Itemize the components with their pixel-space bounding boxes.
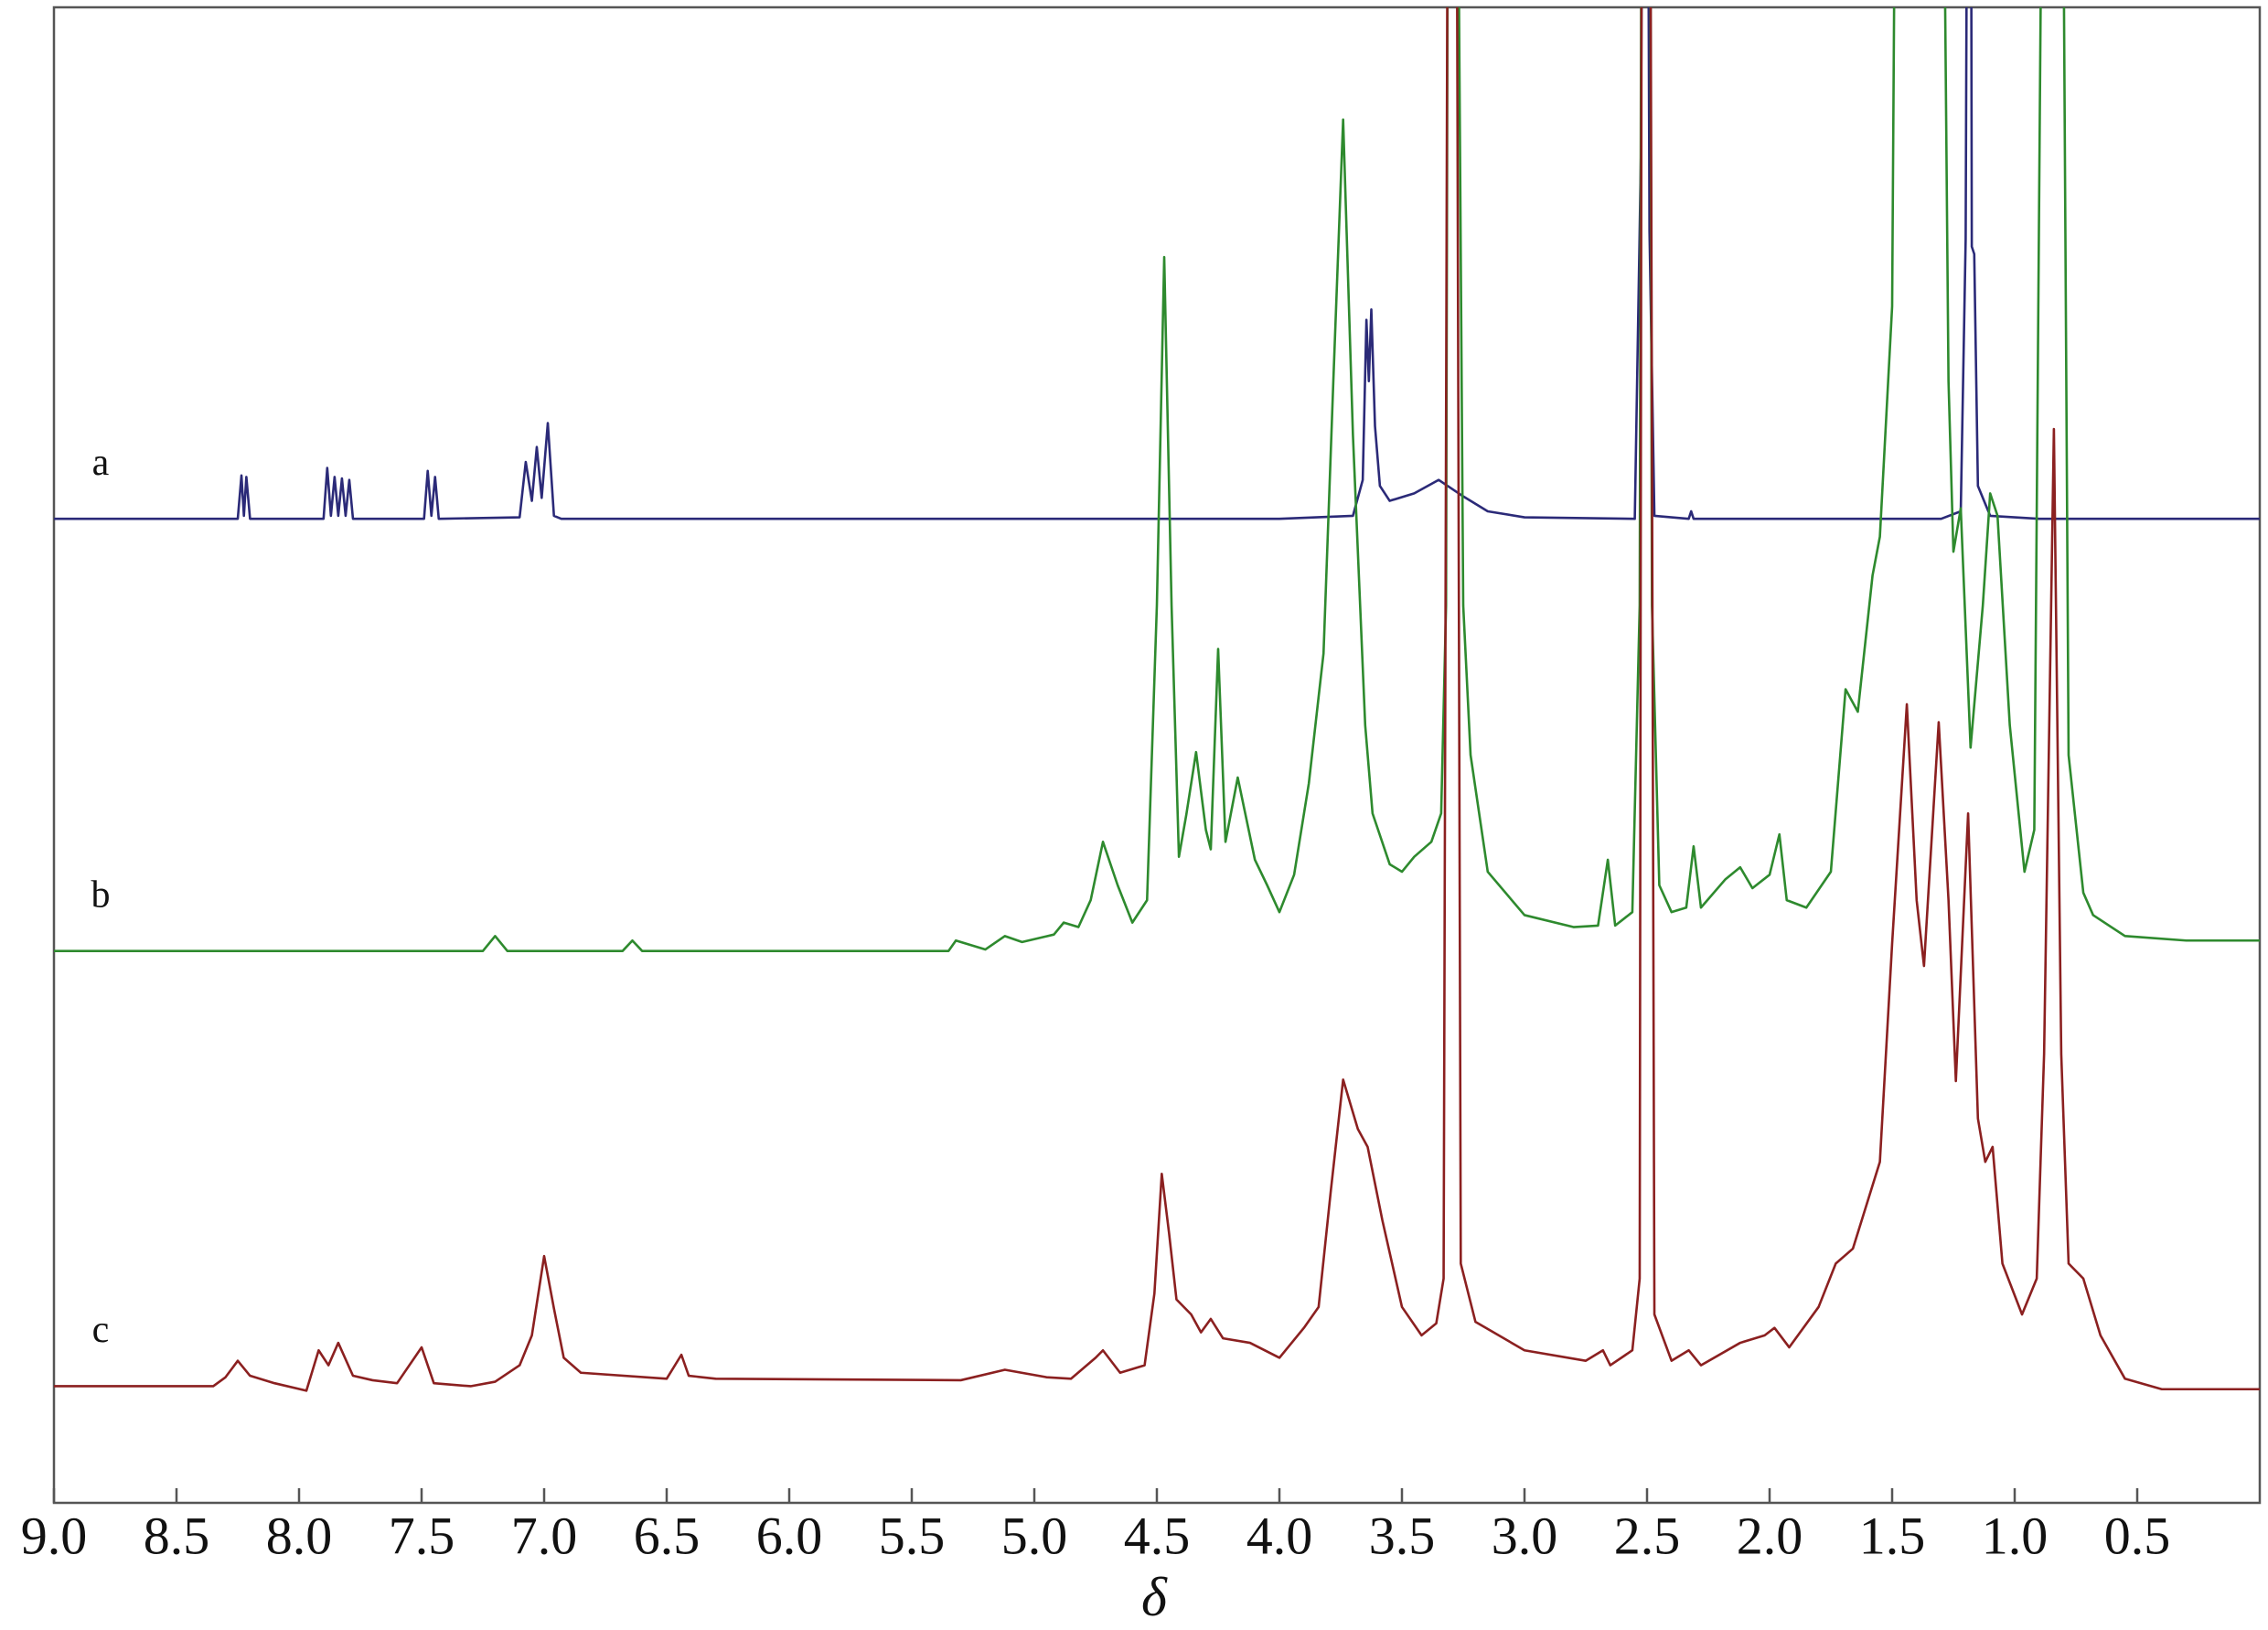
- x-tick-label: 6.0: [756, 1506, 823, 1565]
- x-tick-label: 1.0: [1982, 1506, 2049, 1565]
- x-tick-label: 5.5: [879, 1506, 946, 1565]
- series-label: a: [92, 442, 110, 484]
- spectrum-line: [54, 7, 2260, 952]
- x-tick-label: 6.5: [634, 1506, 701, 1565]
- x-tick-label: 1.5: [1859, 1506, 1926, 1565]
- x-tick-label: 7.5: [389, 1506, 455, 1565]
- x-tick-label: 2.0: [1737, 1506, 1803, 1565]
- x-tick-label: 0.5: [2104, 1506, 2171, 1565]
- x-tick-label: 3.5: [1369, 1506, 1436, 1565]
- spectrum-line: [54, 7, 2260, 1392]
- x-axis-label: δ: [1141, 1567, 1168, 1627]
- x-tick-label: 8.5: [144, 1506, 210, 1565]
- x-tick-label: 3.0: [1492, 1506, 1558, 1565]
- plot-area: [54, 7, 2260, 1392]
- x-tick-label: 5.0: [1001, 1506, 1068, 1565]
- spectrum-line: [54, 7, 2260, 520]
- series-label: c: [92, 1309, 110, 1351]
- x-tick-label: 4.0: [1246, 1506, 1313, 1565]
- x-tick-label: 7.0: [511, 1506, 578, 1565]
- x-tick-label: 8.0: [266, 1506, 333, 1565]
- plot-frame: [52, 5, 2262, 1505]
- series-label: b: [91, 874, 111, 916]
- x-tick-label: 4.5: [1124, 1506, 1191, 1565]
- x-tick-label: 2.5: [1614, 1506, 1681, 1565]
- x-tick-label: 9.0: [21, 1506, 88, 1565]
